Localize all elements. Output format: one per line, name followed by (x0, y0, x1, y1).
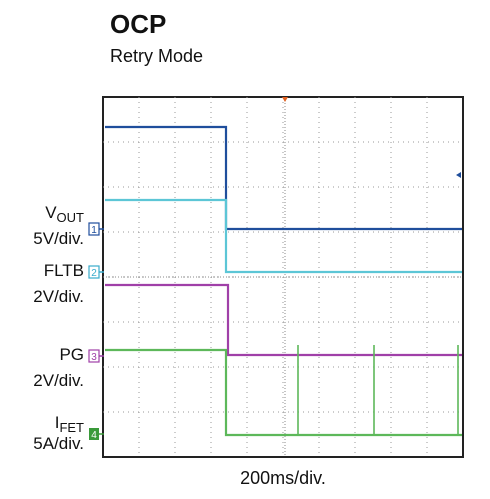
channel-name-sub: OUT (57, 210, 85, 225)
channel-labels: VOUT 5V/div. 1 FLTB 2V/div. 2 PG 2V/div. 3 IFET5A… (33, 203, 104, 453)
channel-name: VOUT (45, 203, 84, 225)
channel-name-main: PG (59, 345, 84, 364)
trace-vout (105, 125, 462, 231)
trace-pg (105, 283, 462, 357)
title: OCP (110, 9, 166, 39)
channel-marker-box (89, 428, 99, 440)
channel-marker: 3 (91, 352, 97, 363)
channel-name-sub: FET (59, 420, 84, 435)
traces (105, 125, 462, 437)
trace-ifet (105, 348, 462, 437)
trigger-marker (282, 97, 288, 102)
channel-name-main: FLTB (44, 261, 84, 280)
trace-fltb (105, 198, 462, 274)
subtitle: Retry Mode (110, 46, 203, 66)
channel-marker: 2 (91, 268, 97, 279)
channel-name: FLTB (44, 261, 84, 280)
channel-scale: 5A/div. (33, 434, 84, 453)
channel-marker: 1 (91, 225, 97, 236)
grid (103, 97, 463, 457)
channel-marker: 4 (91, 430, 97, 441)
channel-name: IFET (55, 413, 84, 435)
channel-scale: 2V/div. (33, 371, 84, 390)
channel-name-main: I (55, 413, 60, 432)
channel-scale: 5V/div. (33, 229, 84, 248)
channel-name: PG (59, 345, 84, 364)
channel-scale: 2V/div. (33, 287, 84, 306)
timebase: 200ms/div. (240, 468, 326, 488)
channel-name-main: V (45, 203, 57, 222)
trigger-level (456, 172, 461, 178)
